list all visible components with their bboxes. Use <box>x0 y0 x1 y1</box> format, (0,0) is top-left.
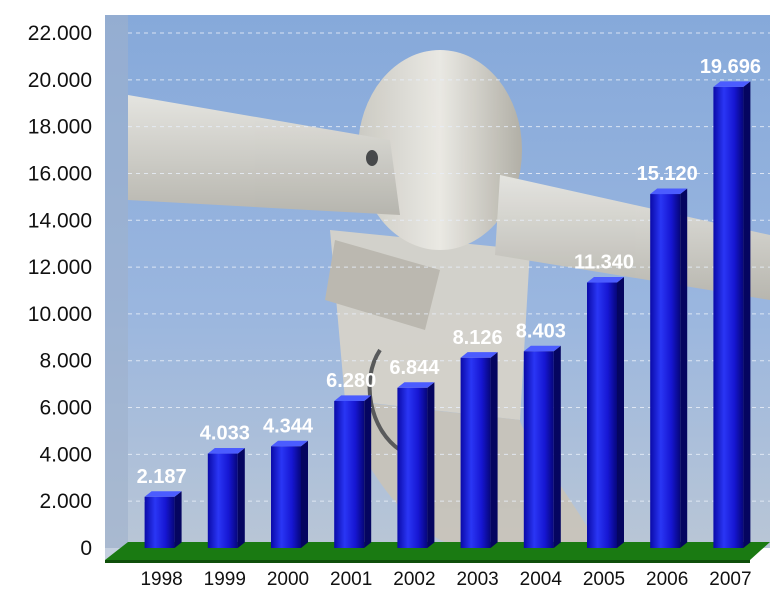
bar-2004 <box>523 345 561 548</box>
data-label: 4.033 <box>200 423 250 445</box>
x-tick-label: 2004 <box>520 569 563 590</box>
y-tick-label: 8.000 <box>39 350 92 373</box>
bar-2003 <box>460 352 498 548</box>
y-tick-label: 22.000 <box>28 22 92 45</box>
y-tick-label: 2.000 <box>39 490 92 513</box>
y-tick-label: 16.000 <box>28 162 92 185</box>
x-tick-label: 2002 <box>393 569 435 590</box>
bar-2006 <box>650 188 688 549</box>
x-tick-label: 2006 <box>646 569 688 590</box>
data-label: 15.120 <box>637 163 698 185</box>
x-tick-label: 1999 <box>204 569 246 590</box>
x-tick-label: 2001 <box>330 569 372 590</box>
y-axis: 0 2.000 4.000 6.000 8.000 10.000 12.000 14.000 1… <box>28 22 92 560</box>
x-axis: 1998 1999 2000 2001 2002 2003 2004 2005 2006 2007 <box>140 569 751 590</box>
bar-2007 <box>713 81 751 549</box>
gridlines <box>128 32 770 502</box>
x-tick-label: 2003 <box>456 569 498 590</box>
y-tick-label: 4.000 <box>39 443 92 466</box>
data-label: 8.126 <box>453 327 503 349</box>
y-tick-label: 0 <box>80 537 92 560</box>
bar-2001 <box>334 395 372 548</box>
y-tick-label: 10.000 <box>28 303 92 326</box>
data-label: 8.403 <box>516 320 566 342</box>
data-labels: 2.187 4.033 4.344 6.280 6.844 8.126 8.403 11.34… <box>137 56 761 488</box>
bar-2002 <box>397 382 435 548</box>
data-label: 6.844 <box>389 357 440 379</box>
x-tick-label: 1998 <box>140 569 182 590</box>
y-tick-label: 20.000 <box>28 69 92 92</box>
bar-2000 <box>271 440 308 548</box>
x-tick-label: 2005 <box>583 569 625 590</box>
y-tick-label: 6.000 <box>39 397 92 420</box>
y-tick-label: 12.000 <box>28 256 92 279</box>
bar-2005 <box>587 276 624 548</box>
y-tick-label: 14.000 <box>28 209 92 232</box>
data-label: 19.696 <box>700 56 761 78</box>
bar-1998 <box>144 491 182 548</box>
data-label: 6.280 <box>326 370 376 392</box>
data-label: 4.344 <box>263 415 314 437</box>
x-tick-label: 2000 <box>267 569 309 590</box>
bars <box>144 81 751 549</box>
y-tick-label: 18.000 <box>28 116 92 139</box>
bar-1999 <box>207 447 245 548</box>
data-label: 2.187 <box>137 466 187 488</box>
chart-floor-edge <box>105 560 750 563</box>
x-tick-label: 2007 <box>709 569 751 590</box>
data-label: 11.340 <box>574 252 634 274</box>
